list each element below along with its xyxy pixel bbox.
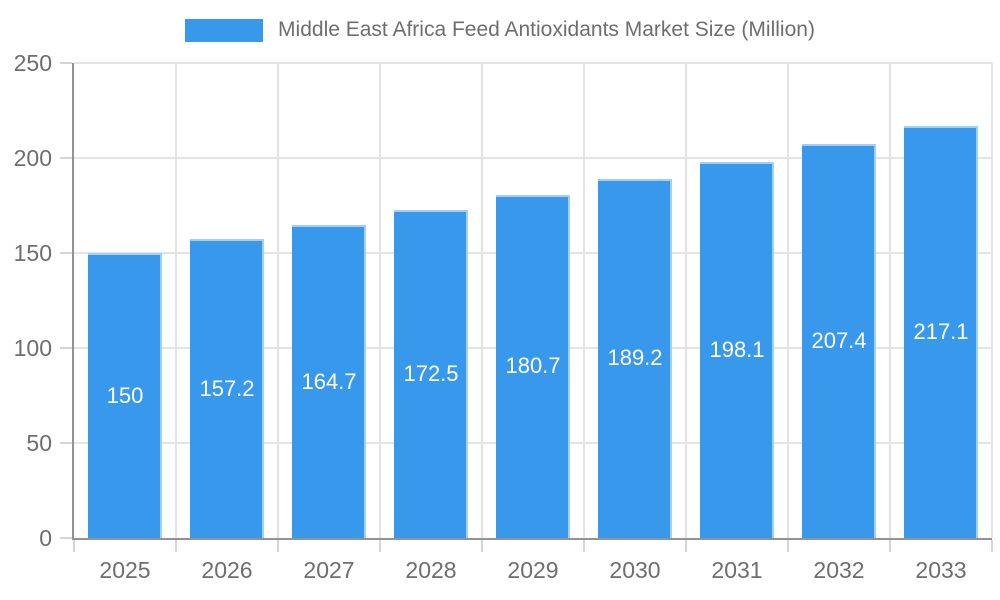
gridline-vertical bbox=[787, 63, 789, 538]
bar-2030[interactable]: 189.2 bbox=[598, 178, 672, 538]
x-axis-label-2025: 2025 bbox=[99, 557, 151, 583]
bar-2028[interactable]: 172.5 bbox=[394, 210, 468, 538]
gridline-vertical bbox=[685, 63, 687, 538]
bar-value-label-2031: 198.1 bbox=[709, 336, 765, 362]
bar-2026[interactable]: 157.2 bbox=[190, 239, 264, 538]
bar-value-label-2030: 189.2 bbox=[607, 345, 663, 371]
gridline-vertical bbox=[991, 63, 993, 538]
bar-2029[interactable]: 180.7 bbox=[496, 194, 570, 538]
x-axis-tick bbox=[481, 540, 483, 552]
x-axis-label-2026: 2026 bbox=[201, 557, 253, 583]
x-axis-label-2029: 2029 bbox=[507, 557, 559, 583]
bar-2032[interactable]: 207.4 bbox=[802, 143, 876, 538]
x-axis-tick bbox=[991, 540, 993, 552]
gridline-vertical bbox=[379, 63, 381, 538]
gridline-horizontal bbox=[74, 157, 992, 159]
gridline-vertical bbox=[583, 63, 585, 538]
y-axis-tick bbox=[60, 252, 72, 254]
gridline-vertical bbox=[175, 63, 177, 538]
legend[interactable]: Middle East Africa Feed Antioxidants Mar… bbox=[0, 18, 1000, 42]
bar-2031[interactable]: 198.1 bbox=[700, 161, 774, 538]
y-axis-tick bbox=[60, 442, 72, 444]
x-axis-tick bbox=[889, 540, 891, 552]
bar-value-label-2033: 217.1 bbox=[913, 318, 969, 344]
bar-2025[interactable]: 150 bbox=[88, 253, 162, 538]
x-axis-tick bbox=[379, 540, 381, 552]
chart-title: Middle East Africa Feed Antioxidants Mar… bbox=[278, 18, 815, 41]
bar-value-label-2027: 164.7 bbox=[301, 368, 357, 394]
plot-area: 0 50 100 150 200 250 2025 150 2026 157.2 2027 164.7… bbox=[14, 50, 993, 583]
bar-2027[interactable]: 164.7 bbox=[292, 225, 366, 538]
y-axis-label-0: 0 bbox=[39, 525, 52, 551]
bar-value-label-2032: 207.4 bbox=[811, 327, 867, 353]
x-axis-label-2027: 2027 bbox=[303, 557, 355, 583]
bar-value-label-2028: 172.5 bbox=[403, 361, 459, 387]
x-axis-label-2033: 2033 bbox=[915, 557, 967, 583]
y-axis-label-100: 100 bbox=[13, 335, 52, 361]
y-axis-tick bbox=[60, 62, 72, 64]
y-axis-label-50: 50 bbox=[26, 430, 52, 456]
y-axis-tick bbox=[60, 537, 72, 539]
bar-2033[interactable]: 217.1 bbox=[904, 125, 978, 538]
y-axis-label-200: 200 bbox=[13, 145, 52, 171]
x-axis-label-2031: 2031 bbox=[711, 557, 763, 583]
x-axis-label-2030: 2030 bbox=[609, 557, 661, 583]
bar-value-label-2026: 157.2 bbox=[199, 375, 255, 401]
x-axis-tick bbox=[73, 540, 75, 552]
x-axis-label-2028: 2028 bbox=[405, 557, 457, 583]
x-axis-tick bbox=[787, 540, 789, 552]
x-axis-tick bbox=[277, 540, 279, 552]
x-axis-tick bbox=[583, 540, 585, 552]
gridline-vertical bbox=[277, 63, 279, 538]
y-axis-label-250: 250 bbox=[13, 50, 52, 76]
y-axis-tick bbox=[60, 157, 72, 159]
y-axis-tick bbox=[60, 347, 72, 349]
x-axis-tick bbox=[685, 540, 687, 552]
gridline-vertical bbox=[481, 63, 483, 538]
x-axis-label-2032: 2032 bbox=[813, 557, 865, 583]
y-axis-label-150: 150 bbox=[13, 240, 52, 266]
gridline-vertical bbox=[889, 63, 891, 538]
gridline-horizontal bbox=[74, 62, 992, 64]
bar-value-label-2029: 180.7 bbox=[505, 353, 561, 379]
bar-value-label-2025: 150 bbox=[106, 382, 144, 408]
x-axis-tick bbox=[175, 540, 177, 552]
legend-swatch[interactable] bbox=[185, 18, 264, 42]
